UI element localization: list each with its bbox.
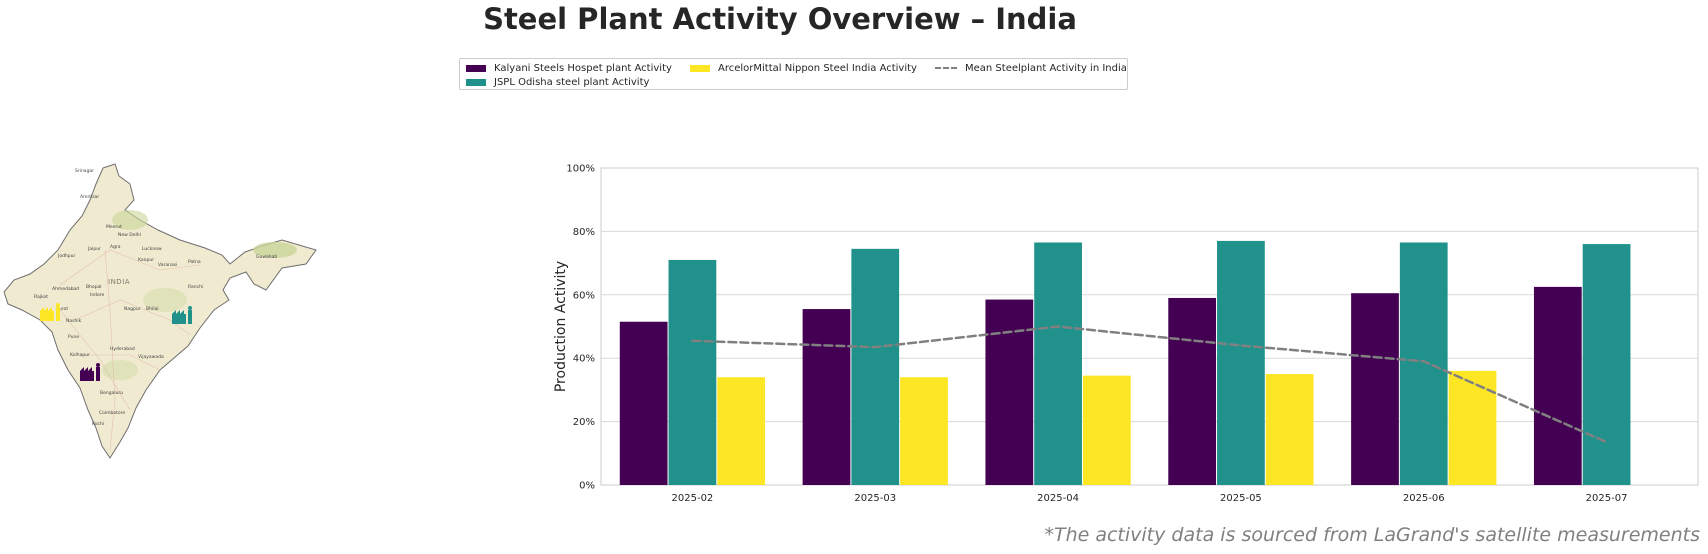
legend-label-kalyani: Kalyani Steels Hospet plant Activity bbox=[494, 62, 672, 74]
legend-item-mean: Mean Steelplant Activity in India bbox=[935, 61, 1127, 75]
bar bbox=[1399, 242, 1448, 485]
city-label: Indore bbox=[90, 292, 105, 298]
bar bbox=[1034, 242, 1082, 485]
city-label: Kolhapur bbox=[70, 352, 90, 358]
x-tick-label: 2025-07 bbox=[1586, 493, 1628, 504]
city-label: Coimbatore bbox=[99, 410, 125, 416]
city-label: Rajkot bbox=[34, 294, 48, 300]
bar bbox=[900, 377, 948, 485]
city-label: Vijayawada bbox=[138, 354, 164, 360]
y-tick-label: 40% bbox=[573, 354, 595, 365]
city-label: Lucknow bbox=[142, 246, 162, 252]
factory-icon bbox=[40, 303, 60, 321]
bar-chart: 0% 20% 40% 60% 80% 100% Production Activity 202… bbox=[540, 150, 1708, 520]
city-label: Bengaluru bbox=[100, 390, 123, 396]
chart-title: Steel Plant Activity Overview – India bbox=[483, 2, 1077, 36]
bar bbox=[717, 377, 766, 485]
x-tick-label: 2025-06 bbox=[1403, 493, 1445, 504]
bar bbox=[1082, 375, 1131, 485]
city-label: Jodhpur bbox=[57, 253, 75, 259]
bar bbox=[985, 299, 1034, 485]
terrain-patch bbox=[253, 242, 297, 258]
bar bbox=[1265, 374, 1314, 485]
city-label: Nashik bbox=[66, 318, 82, 324]
legend-swatch-jspl bbox=[466, 78, 486, 86]
country-label: INDIA bbox=[108, 278, 130, 286]
x-tick-label: 2025-05 bbox=[1220, 493, 1262, 504]
bar bbox=[1533, 286, 1582, 485]
bar bbox=[1351, 293, 1399, 485]
city-label: Bhopal bbox=[86, 284, 102, 290]
city-labels: Srinagar Amritsar Meerut New Delhi Jaipu… bbox=[34, 168, 277, 427]
road-network bbox=[59, 249, 201, 451]
city-label: Amritsar bbox=[80, 194, 99, 200]
x-tick-label: 2025-04 bbox=[1037, 493, 1079, 504]
city-label: Hyderabad bbox=[110, 346, 135, 352]
data-source-footnote: *The activity data is sourced from LaGra… bbox=[1044, 524, 1700, 546]
city-label: Nagpur bbox=[124, 306, 141, 312]
y-tick-label: 100% bbox=[566, 164, 595, 175]
city-label: Kochi bbox=[92, 421, 104, 427]
terrain-patch bbox=[102, 360, 138, 380]
chart-legend: Kalyani Steels Hospet plant Activity JSP… bbox=[459, 58, 1128, 90]
y-tick-label: 80% bbox=[573, 227, 595, 238]
city-label: Pune bbox=[68, 334, 79, 340]
city-label: Jaipur bbox=[87, 246, 101, 252]
y-tick-label: 20% bbox=[573, 417, 595, 428]
bar bbox=[1217, 240, 1265, 485]
y-axis-label: Production Activity bbox=[553, 261, 569, 392]
legend-swatch-kalyani bbox=[466, 64, 486, 72]
x-tick-label: 2025-03 bbox=[854, 493, 896, 504]
terrain-patch bbox=[143, 288, 187, 312]
mean-activity-line bbox=[691, 325, 1608, 444]
city-label: Guwahati bbox=[256, 254, 277, 260]
city-label: Patna bbox=[188, 259, 201, 265]
factory-icon bbox=[80, 363, 100, 381]
city-label: Meerut bbox=[106, 224, 122, 230]
bar bbox=[802, 309, 851, 485]
y-tick-label: 60% bbox=[573, 290, 595, 301]
factory-icon bbox=[172, 306, 192, 324]
legend-label-jspl: JSPL Odisha steel plant Activity bbox=[494, 76, 650, 88]
legend-label-arcelormittal: ArcelorMittal Nippon Steel India Activit… bbox=[718, 62, 917, 74]
city-label: Srinagar bbox=[75, 168, 94, 174]
legend-swatch-arcelormittal bbox=[690, 64, 710, 72]
city-label: Agra bbox=[110, 244, 121, 250]
india-map-svg: Srinagar Amritsar Meerut New Delhi Jaipu… bbox=[3, 163, 317, 459]
bar bbox=[1168, 297, 1217, 485]
terrain-patch bbox=[112, 210, 148, 230]
bar-chart-svg: 0% 20% 40% 60% 80% 100% Production Activity 202… bbox=[553, 164, 1699, 504]
city-label: Kanpur bbox=[138, 257, 154, 263]
bar bbox=[851, 248, 900, 485]
city-label: Ranchi bbox=[188, 284, 203, 290]
legend-swatch-mean bbox=[935, 67, 957, 69]
bar bbox=[619, 321, 668, 485]
city-label: Ahmedabad bbox=[52, 286, 79, 292]
india-map: Srinagar Amritsar Meerut New Delhi Jaipu… bbox=[0, 160, 320, 490]
city-label: Varanasi bbox=[158, 262, 177, 268]
y-tick-label: 0% bbox=[579, 481, 595, 492]
bar bbox=[1582, 244, 1631, 485]
bar bbox=[668, 259, 717, 485]
plot-area bbox=[600, 167, 1699, 486]
city-label: Bhilai bbox=[146, 306, 158, 312]
city-label: New Delhi bbox=[118, 232, 141, 238]
legend-item-arcelormittal: ArcelorMittal Nippon Steel India Activit… bbox=[690, 61, 917, 75]
legend-label-mean: Mean Steelplant Activity in India bbox=[965, 62, 1127, 74]
city-label: Surat bbox=[56, 306, 68, 312]
legend-item-kalyani: Kalyani Steels Hospet plant Activity bbox=[466, 61, 672, 75]
bar bbox=[1448, 370, 1497, 485]
legend-item-jspl: JSPL Odisha steel plant Activity bbox=[466, 75, 649, 89]
x-tick-label: 2025-02 bbox=[672, 493, 714, 504]
